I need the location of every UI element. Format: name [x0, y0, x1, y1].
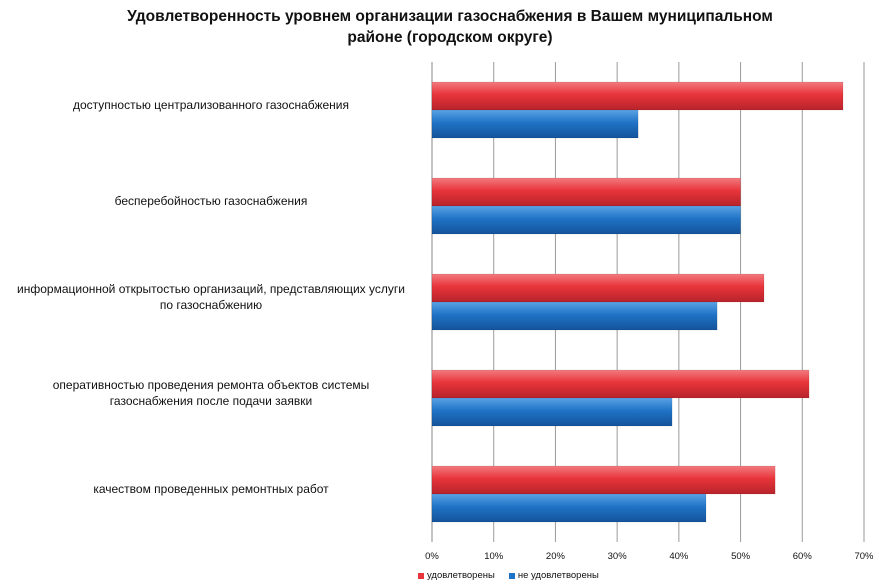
category-label: качеством проведенных ремонтных работ [0, 481, 422, 497]
x-tick-label: 50% [731, 551, 751, 562]
legend-swatch-not-satisfied [508, 572, 515, 579]
x-tick-label: 0% [425, 551, 439, 562]
category-label-line: бесперебойностью газоснабжения [114, 194, 308, 208]
x-tick-label: 40% [669, 551, 689, 562]
bar-satisfied [431, 177, 741, 207]
category-label: оперативностью проведения ремонта объект… [0, 377, 422, 409]
x-tick-label: 30% [608, 551, 628, 562]
x-tick-label: 10% [484, 551, 504, 562]
bar-not-satisfied [431, 493, 707, 523]
legend-label-not-satisfied: не удовлетворены [517, 570, 599, 581]
category-label-line: качеством проведенных ремонтных работ [93, 482, 329, 496]
category-label-line: оперативностью проведения ремонта объект… [52, 378, 370, 392]
bar-not-satisfied [431, 301, 718, 331]
x-tick-label: 60% [793, 551, 813, 562]
bar-satisfied [431, 81, 844, 111]
legend-item-satisfied: удовлетворены [418, 570, 495, 581]
legend-swatch-satisfied [418, 572, 424, 579]
category-label: информационной открытостью организаций, … [0, 281, 422, 313]
category-label-line: доступностью централизованного газоснабж… [72, 98, 350, 112]
legend-item-not-satisfied: не удовлетворены [508, 570, 599, 581]
x-tick-label: 70% [854, 551, 874, 562]
chart-title-line-2: районе (городском округе) [347, 29, 553, 46]
category-label-line: информационной открытостью организаций, … [17, 282, 405, 296]
bar-not-satisfied [431, 109, 639, 139]
chart-title: Удовлетворенность уровнем организации га… [60, 6, 840, 48]
bar-satisfied [431, 273, 765, 303]
category-label: доступностью централизованного газоснабж… [0, 97, 422, 113]
bar-satisfied [431, 465, 776, 495]
bar-not-satisfied [431, 397, 673, 427]
category-label: бесперебойностью газоснабжения [0, 193, 422, 209]
x-tick-label: 20% [546, 551, 566, 562]
category-label-line: газоснабжения после подачи заявки [109, 394, 313, 408]
bar-satisfied [431, 369, 810, 399]
legend-label-satisfied: удовлетворены [427, 570, 495, 581]
bar-not-satisfied [431, 205, 741, 235]
legend: удовлетворены не удовлетворены [418, 570, 599, 581]
chart-title-line-1: Удовлетворенность уровнем организации га… [127, 8, 773, 25]
category-label-line: по газоснабжению [159, 298, 263, 312]
